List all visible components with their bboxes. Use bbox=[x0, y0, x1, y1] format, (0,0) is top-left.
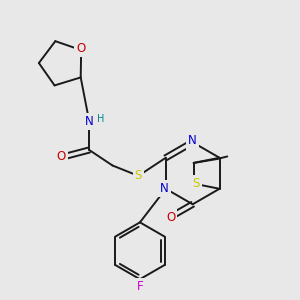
Text: O: O bbox=[166, 211, 175, 224]
Text: N: N bbox=[188, 134, 197, 148]
Text: N: N bbox=[160, 182, 169, 195]
Text: S: S bbox=[135, 169, 142, 182]
Text: O: O bbox=[56, 150, 65, 163]
Text: H: H bbox=[97, 114, 105, 124]
Text: F: F bbox=[136, 280, 143, 293]
Text: O: O bbox=[76, 42, 86, 55]
Text: S: S bbox=[193, 177, 200, 190]
Text: N: N bbox=[85, 115, 94, 128]
